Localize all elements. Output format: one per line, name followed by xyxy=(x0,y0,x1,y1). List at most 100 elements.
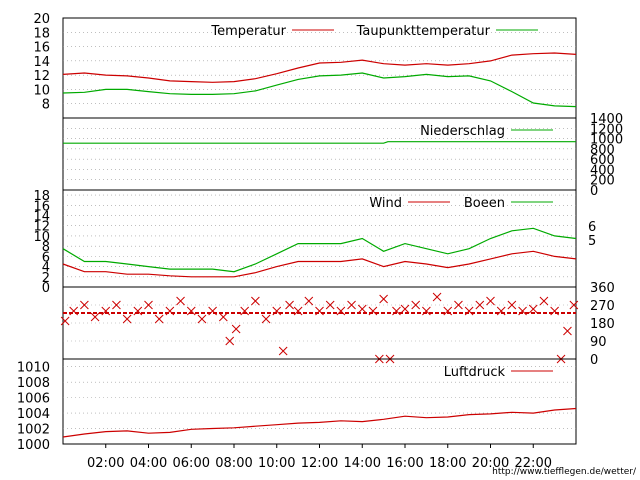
wind-direction-point xyxy=(325,300,335,310)
series-line-taupunkttemperatur xyxy=(62,72,577,108)
wind-direction-point xyxy=(539,296,549,306)
y-tick-label: 18 xyxy=(33,189,50,204)
y-tick-label: 0 xyxy=(590,184,598,199)
y-tick-label: 8 xyxy=(42,98,50,113)
x-tick-label: 08:00 xyxy=(215,456,252,471)
wind-direction-point xyxy=(357,304,367,314)
y-tick-label: 12 xyxy=(33,69,50,84)
wind-direction-point xyxy=(144,300,153,310)
wind-direction-point xyxy=(304,296,314,306)
y-tick-label: 800 xyxy=(590,143,615,158)
y-tick-label: 2 xyxy=(42,271,50,286)
y-tick-label: 8 xyxy=(42,240,50,255)
wind-direction-point xyxy=(400,304,410,314)
x-axis: 02:00 04:00 06:00 08:00 10:00 12:00 14:00 16:00… xyxy=(87,444,552,471)
wind-direction-point xyxy=(432,292,442,302)
series-line-wind xyxy=(62,250,577,278)
y-tick-label: 1200 xyxy=(590,122,623,137)
y-tick-label: 20 xyxy=(33,12,50,27)
series-line-temperatur xyxy=(62,52,577,83)
wind-direction-point xyxy=(176,296,185,306)
wind-direction-point xyxy=(507,300,517,310)
right-label: 6 xyxy=(588,220,596,235)
wind-direction-point xyxy=(186,306,196,316)
wind-direction-point xyxy=(197,314,207,324)
series-line-niederschlag xyxy=(63,141,576,144)
x-tick-label: 06:00 xyxy=(173,456,210,471)
y-tick-label: 18 xyxy=(33,26,50,41)
wind-direction-point xyxy=(411,300,421,310)
y-tick-label: 12 xyxy=(33,220,50,235)
wind-direction-point xyxy=(225,336,235,346)
panel-wind-direction: 0 90 180 270 360 xyxy=(60,281,615,368)
wind-direction-point xyxy=(261,314,271,324)
wind-direction-point xyxy=(379,294,388,304)
wind-direction-point xyxy=(563,326,572,336)
x-tick-label: 12:00 xyxy=(301,456,338,471)
series-line-luftdruck xyxy=(62,407,577,438)
x-tick-label: 22:00 xyxy=(515,456,552,471)
wind-direction-point xyxy=(347,300,356,310)
x-tick-label: 18:00 xyxy=(429,456,466,471)
wind-direction-point xyxy=(240,306,250,316)
wind-direction-point xyxy=(90,312,100,322)
y-tick-label: 16 xyxy=(33,41,50,56)
legend-label: Wind xyxy=(369,196,402,211)
right-label: 5 xyxy=(588,234,596,249)
wind-direction-point xyxy=(231,324,241,334)
y-tick-label: 600 xyxy=(590,153,615,168)
panel-frame xyxy=(62,17,577,119)
x-tick-label: 04:00 xyxy=(130,456,167,471)
y-tick-label: 1000 xyxy=(17,438,50,453)
y-tick-label: 6 xyxy=(42,250,50,265)
y-tick-label: 10 xyxy=(33,83,50,98)
y-tick-label: 180 xyxy=(590,317,615,332)
y-tick-label: 4 xyxy=(42,261,50,276)
series-line-boeen xyxy=(62,227,577,273)
y-tick-label: 200 xyxy=(590,174,615,189)
y-tick-label: 0 xyxy=(42,281,50,296)
wind-direction-point xyxy=(112,300,121,310)
wind-direction-point xyxy=(278,346,288,356)
y-tick-label: 1400 xyxy=(590,112,623,127)
x-tick-label: 10:00 xyxy=(258,456,295,471)
legend-label: Niederschlag xyxy=(420,124,505,139)
y-tick-label: 1008 xyxy=(17,376,50,391)
wind-direction-point xyxy=(218,312,228,322)
legend-label: Temperatur xyxy=(210,24,286,39)
wind-direction-point xyxy=(486,296,495,306)
y-tick-label: 1010 xyxy=(17,361,50,376)
y-tick-label: 14 xyxy=(33,55,50,70)
y-tick-label: 14 xyxy=(33,210,50,225)
y-tick-label: 360 xyxy=(590,281,615,296)
y-tick-label: 90 xyxy=(590,335,607,350)
wind-direction-point xyxy=(285,300,294,310)
wind-direction-point xyxy=(251,296,260,306)
wind-direction-point xyxy=(569,300,579,310)
wind-direction-point xyxy=(60,316,70,326)
wind-direction-point xyxy=(80,300,89,310)
wind-direction-point xyxy=(154,314,164,324)
y-tick-label: 1000 xyxy=(590,133,623,148)
y-tick-label: 0 xyxy=(590,353,598,368)
y-tick-label: 270 xyxy=(590,299,615,314)
footer-url[interactable]: http://www.tiefflegen.de/wetter/ xyxy=(492,467,637,477)
y-tick-label: 1002 xyxy=(17,423,50,438)
wind-direction-point xyxy=(336,306,346,316)
y-tick-label: 400 xyxy=(590,163,615,178)
y-tick-label: 16 xyxy=(33,199,50,214)
x-tick-label: 14:00 xyxy=(344,456,381,471)
y-tick-label: 1004 xyxy=(17,407,50,422)
wind-direction-point xyxy=(475,300,485,310)
x-tick-label: 20:00 xyxy=(472,456,509,471)
wind-direction-point xyxy=(454,300,463,310)
legend-label: Boeen xyxy=(464,196,505,211)
legend-label: Luftdruck xyxy=(444,365,506,380)
x-tick-label: 16:00 xyxy=(386,456,423,471)
